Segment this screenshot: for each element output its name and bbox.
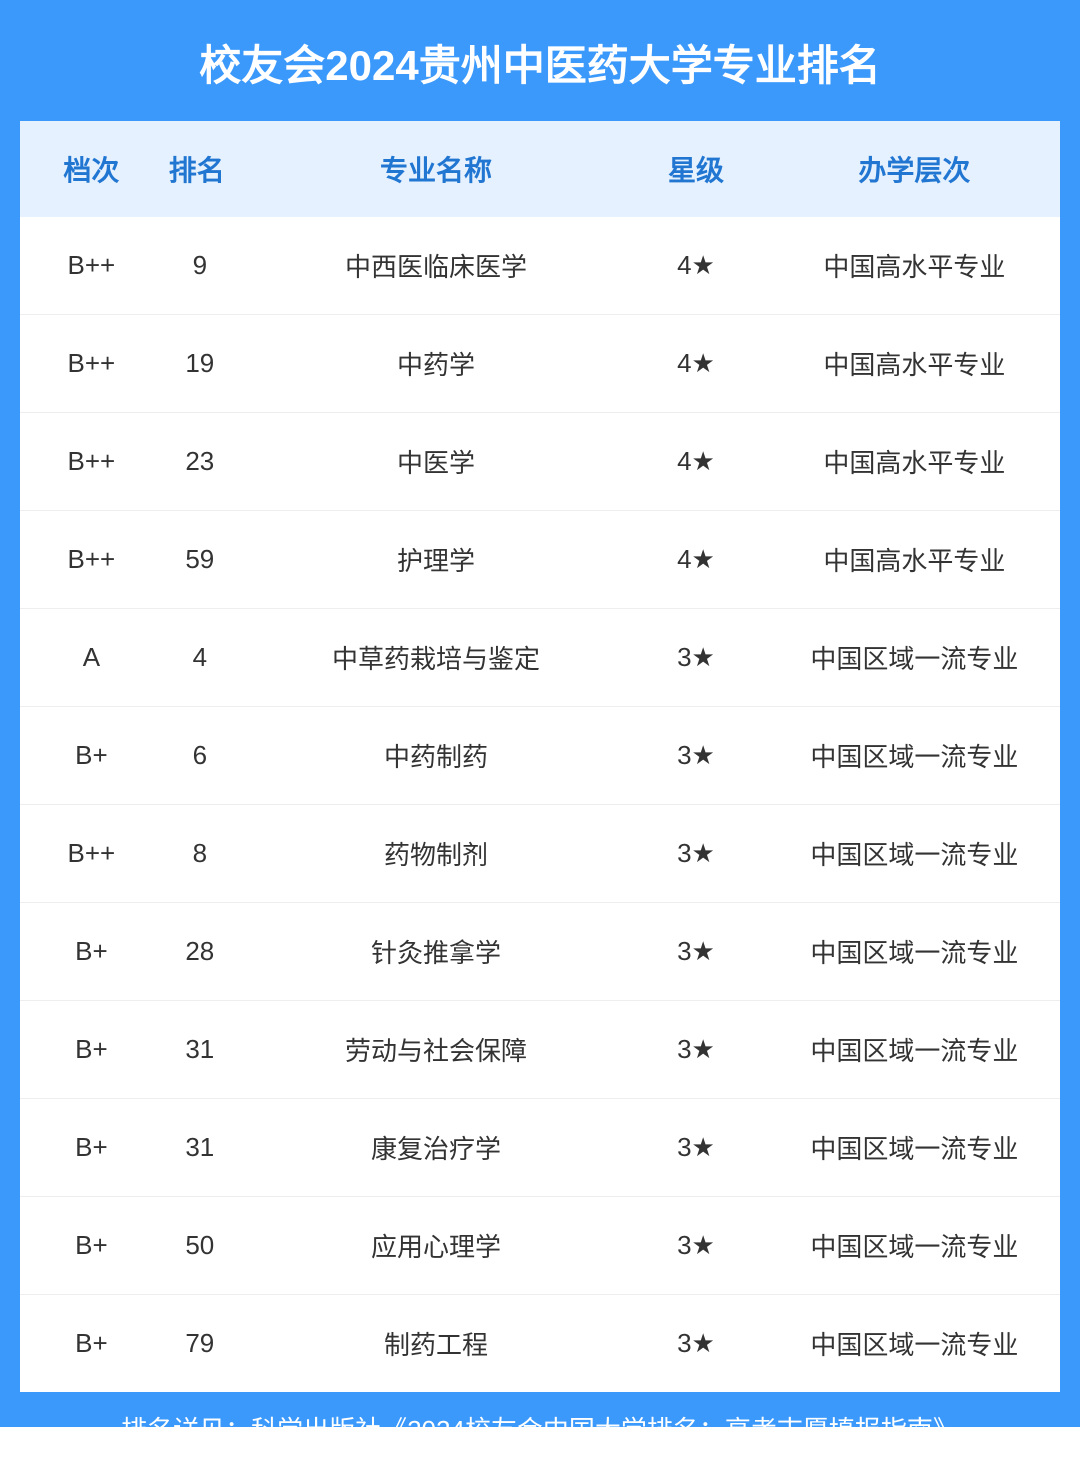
cell-name: 中草药栽培与鉴定 [249,639,623,676]
page-title: 校友会2024贵州中医药大学专业排名 [0,0,1080,121]
cell-tier: B+ [20,737,145,774]
table-row: B++8药物制剂3★中国区域一流专业 [20,805,1060,903]
cell-name: 针灸推拿学 [249,933,623,970]
cell-tier: B+ [20,1325,145,1362]
cell-star: 3★ [623,1129,769,1166]
cell-level: 中国区域一流专业 [769,933,1060,970]
cell-star: 4★ [623,247,769,284]
cell-level: 中国区域一流专业 [769,639,1060,676]
cell-rank: 31 [145,1031,249,1068]
cell-rank: 28 [145,933,249,970]
cell-level: 中国高水平专业 [769,443,1060,480]
cell-level: 中国区域一流专业 [769,1031,1060,1068]
cell-rank: 50 [145,1227,249,1264]
cell-rank: 6 [145,737,249,774]
cell-tier: B++ [20,443,145,480]
cell-name: 中西医临床医学 [249,247,623,284]
cell-tier: B++ [20,541,145,578]
ranking-container: 校友会2024贵州中医药大学专业排名 档次 排名 专业名称 星级 办学层次 B+… [0,0,1080,1427]
table-row: B+31康复治疗学3★中国区域一流专业 [20,1099,1060,1197]
cell-name: 应用心理学 [249,1227,623,1264]
cell-level: 中国高水平专业 [769,541,1060,578]
table-row: B+31劳动与社会保障3★中国区域一流专业 [20,1001,1060,1099]
cell-name: 制药工程 [249,1325,623,1362]
table-row: B++23中医学4★中国高水平专业 [20,413,1060,511]
cell-rank: 31 [145,1129,249,1166]
table-row: A4中草药栽培与鉴定3★中国区域一流专业 [20,609,1060,707]
header-rank: 排名 [145,149,249,189]
header-star: 星级 [623,149,769,189]
cell-tier: B+ [20,1227,145,1264]
cell-level: 中国高水平专业 [769,345,1060,382]
cell-rank: 23 [145,443,249,480]
cell-rank: 9 [145,247,249,284]
cell-level: 中国区域一流专业 [769,737,1060,774]
cell-tier: A [20,639,145,676]
cell-star: 3★ [623,933,769,970]
header-tier: 档次 [20,149,145,189]
cell-name: 护理学 [249,541,623,578]
cell-star: 4★ [623,443,769,480]
table-row: B+50应用心理学3★中国区域一流专业 [20,1197,1060,1295]
cell-star: 3★ [623,737,769,774]
cell-rank: 4 [145,639,249,676]
cell-name: 药物制剂 [249,835,623,872]
cell-tier: B+ [20,933,145,970]
table-row: B++19中药学4★中国高水平专业 [20,315,1060,413]
table-row: B+6中药制药3★中国区域一流专业 [20,707,1060,805]
cell-name: 中医学 [249,443,623,480]
header-name: 专业名称 [249,149,623,189]
table-row: B+28针灸推拿学3★中国区域一流专业 [20,903,1060,1001]
cell-rank: 59 [145,541,249,578]
table-row: B++9中西医临床医学4★中国高水平专业 [20,217,1060,315]
cell-level: 中国区域一流专业 [769,1129,1060,1166]
cell-name: 中药制药 [249,737,623,774]
cell-rank: 79 [145,1325,249,1362]
cell-star: 4★ [623,345,769,382]
cell-tier: B++ [20,835,145,872]
cell-star: 4★ [623,541,769,578]
cell-star: 3★ [623,835,769,872]
cell-name: 康复治疗学 [249,1129,623,1166]
cell-tier: B++ [20,247,145,284]
cell-level: 中国区域一流专业 [769,1325,1060,1362]
cell-level: 中国区域一流专业 [769,835,1060,872]
cell-star: 3★ [623,1031,769,1068]
cell-name: 劳动与社会保障 [249,1031,623,1068]
cell-star: 3★ [623,1227,769,1264]
cell-tier: B+ [20,1031,145,1068]
table-header: 档次 排名 专业名称 星级 办学层次 [20,121,1060,217]
table-row: B++59护理学4★中国高水平专业 [20,511,1060,609]
cell-tier: B+ [20,1129,145,1166]
footer-note: 排名详见：科学出版社《2024校友会中国大学排名：高考志愿填报指南》 [0,1392,1080,1467]
cell-level: 中国高水平专业 [769,247,1060,284]
table-body: B++9中西医临床医学4★中国高水平专业B++19中药学4★中国高水平专业B++… [20,217,1060,1392]
cell-name: 中药学 [249,345,623,382]
cell-level: 中国区域一流专业 [769,1227,1060,1264]
table-wrapper: 档次 排名 专业名称 星级 办学层次 B++9中西医临床医学4★中国高水平专业B… [20,121,1060,1392]
header-level: 办学层次 [769,149,1060,189]
table-row: B+79制药工程3★中国区域一流专业 [20,1295,1060,1392]
cell-star: 3★ [623,1325,769,1362]
cell-tier: B++ [20,345,145,382]
cell-star: 3★ [623,639,769,676]
cell-rank: 19 [145,345,249,382]
cell-rank: 8 [145,835,249,872]
